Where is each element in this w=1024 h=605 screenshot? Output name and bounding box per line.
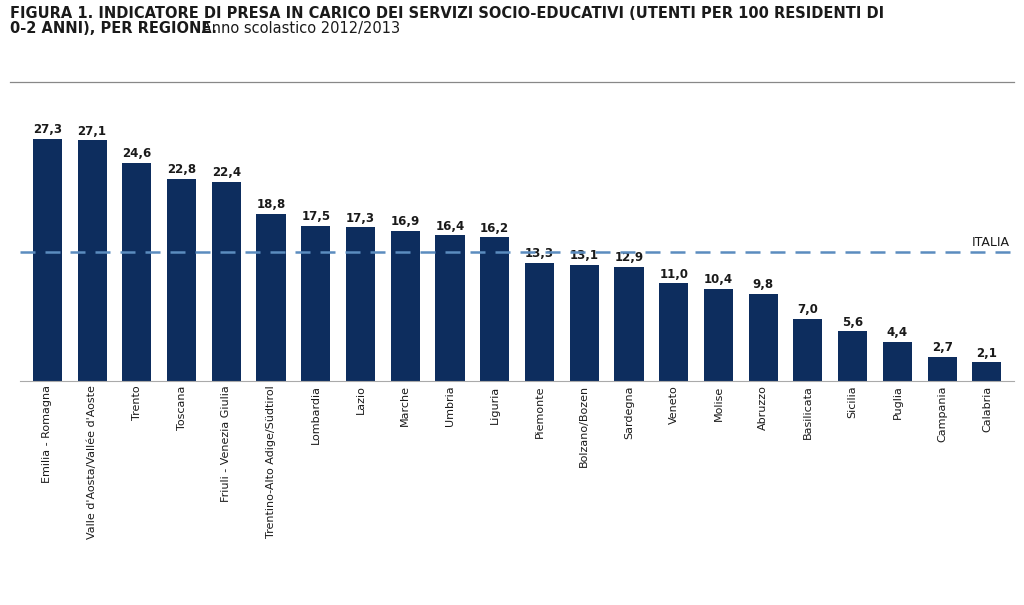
Text: 12,9: 12,9 — [614, 251, 643, 264]
Text: 17,3: 17,3 — [346, 212, 375, 225]
Bar — [794, 319, 822, 381]
Text: 9,8: 9,8 — [753, 278, 774, 292]
Bar — [703, 289, 733, 381]
Bar — [525, 263, 554, 381]
Bar — [480, 237, 509, 381]
Text: 11,0: 11,0 — [659, 268, 688, 281]
Text: ITALIA: ITALIA — [972, 236, 1010, 249]
Text: 7,0: 7,0 — [798, 303, 818, 316]
Bar — [614, 267, 643, 381]
Bar — [167, 178, 196, 381]
Bar — [659, 283, 688, 381]
Bar — [301, 226, 331, 381]
Text: 16,9: 16,9 — [390, 215, 420, 228]
Bar — [569, 265, 599, 381]
Text: 16,2: 16,2 — [480, 221, 509, 235]
Text: 4,4: 4,4 — [887, 326, 908, 339]
Text: 13,3: 13,3 — [525, 247, 554, 260]
Bar — [883, 342, 912, 381]
Bar — [391, 231, 420, 381]
Text: 2,1: 2,1 — [977, 347, 997, 360]
Text: 22,8: 22,8 — [167, 163, 197, 176]
Bar — [749, 294, 778, 381]
Bar — [256, 214, 286, 381]
Bar — [435, 235, 465, 381]
Text: 22,4: 22,4 — [212, 166, 241, 180]
Bar — [346, 227, 375, 381]
Text: Anno scolastico 2012/2013: Anno scolastico 2012/2013 — [197, 21, 399, 36]
Text: 16,4: 16,4 — [435, 220, 465, 233]
Bar — [212, 182, 241, 381]
Text: 2,7: 2,7 — [932, 341, 952, 355]
Bar — [122, 163, 152, 381]
Bar — [78, 140, 106, 381]
Text: 27,3: 27,3 — [33, 123, 61, 136]
Bar — [973, 362, 1001, 381]
Text: 10,4: 10,4 — [703, 273, 733, 286]
Text: 17,5: 17,5 — [301, 210, 331, 223]
Text: 27,1: 27,1 — [78, 125, 106, 138]
Bar — [839, 332, 867, 381]
Text: 0-2 ANNI), PER REGIONE.: 0-2 ANNI), PER REGIONE. — [10, 21, 217, 36]
Text: 13,1: 13,1 — [569, 249, 599, 262]
Text: FIGURA 1. INDICATORE DI PRESA IN CARICO DEI SERVIZI SOCIO-EDUCATIVI (UTENTI PER : FIGURA 1. INDICATORE DI PRESA IN CARICO … — [10, 6, 885, 21]
Text: 18,8: 18,8 — [256, 198, 286, 211]
Text: 24,6: 24,6 — [122, 147, 152, 160]
Bar — [33, 139, 61, 381]
Bar — [928, 357, 956, 381]
Text: 5,6: 5,6 — [842, 316, 863, 329]
